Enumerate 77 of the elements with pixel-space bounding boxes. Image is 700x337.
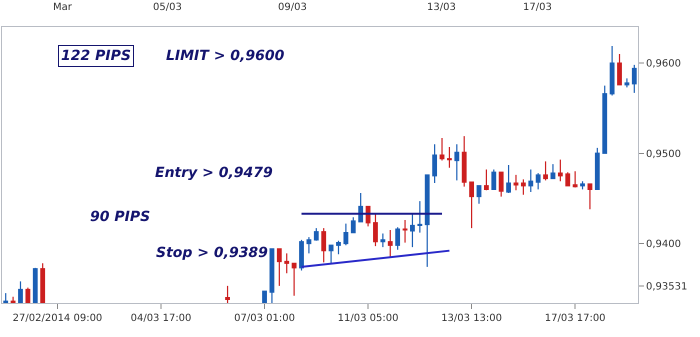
x-tick-label: 07/03 01:00 bbox=[234, 313, 295, 324]
candlestick bbox=[424, 174, 430, 268]
x-tick-label: 17/03 17:00 bbox=[544, 313, 606, 324]
candlestick bbox=[10, 296, 16, 303]
candlestick bbox=[580, 180, 585, 190]
candlestick bbox=[18, 280, 23, 303]
annotation: 122 PIPS bbox=[61, 48, 131, 64]
candlestick bbox=[314, 228, 319, 242]
candlestick bbox=[617, 53, 622, 86]
annotation: 90 PIPS bbox=[90, 209, 150, 225]
candlestick bbox=[543, 160, 548, 181]
candlestick bbox=[476, 185, 482, 204]
annotation: Entry > 0,9479 bbox=[155, 165, 274, 181]
candlestick bbox=[292, 262, 297, 296]
candlestick bbox=[262, 290, 267, 303]
candlestick bbox=[32, 267, 38, 303]
candlestick bbox=[432, 144, 438, 184]
x-tick-label: 04/03 17:00 bbox=[130, 313, 192, 324]
candlestick bbox=[624, 78, 630, 88]
x-tick-label: 13/03 13:00 bbox=[441, 313, 502, 324]
candlestick bbox=[380, 232, 386, 248]
x-tick-label: 11/03 05:00 bbox=[338, 313, 398, 324]
candlestick bbox=[462, 136, 467, 188]
candlestick bbox=[410, 213, 415, 248]
annotation: LIMIT > 0,9600 bbox=[166, 48, 285, 64]
y-tick-label: 0,9500 bbox=[646, 148, 681, 160]
candlestick bbox=[594, 147, 600, 190]
candlestick bbox=[25, 287, 30, 303]
text: 17/03 bbox=[523, 2, 552, 13]
candlestick bbox=[373, 213, 378, 247]
candlestick bbox=[299, 239, 304, 272]
x-tick-label: 27/02/2014 09:00 bbox=[12, 313, 102, 324]
text: 09/03 bbox=[278, 2, 307, 13]
candlestick bbox=[336, 240, 341, 255]
candlestick bbox=[328, 244, 334, 264]
candlestick bbox=[225, 285, 230, 303]
text: Mar bbox=[53, 2, 73, 13]
candlestick bbox=[3, 292, 8, 303]
candlestick bbox=[558, 158, 563, 182]
text: 05/03 bbox=[153, 2, 182, 13]
candlestick bbox=[536, 172, 541, 190]
candlestick bbox=[447, 146, 452, 168]
text: 13/03 bbox=[427, 2, 456, 13]
candlestick bbox=[514, 174, 518, 191]
candlestick bbox=[321, 228, 326, 264]
candlestick bbox=[572, 170, 578, 188]
annotation: Stop > 0,9389 bbox=[156, 245, 268, 261]
y-tick-label: 0,9600 bbox=[646, 58, 681, 70]
candlestick bbox=[350, 216, 356, 234]
candlestick bbox=[528, 168, 534, 193]
candlestick bbox=[484, 168, 489, 191]
candlestick bbox=[40, 262, 46, 303]
candlestick bbox=[506, 164, 511, 194]
candlestick bbox=[610, 45, 615, 96]
y-tick-label: 0,93531 bbox=[646, 281, 688, 292]
candlestick bbox=[402, 219, 408, 244]
candlestick bbox=[565, 172, 570, 186]
candlestick bbox=[454, 144, 460, 181]
y-tick-label: 0,9400 bbox=[646, 238, 681, 250]
candlestick bbox=[440, 137, 444, 162]
candlestick bbox=[520, 178, 526, 196]
candlestick bbox=[491, 168, 496, 190]
candlestick bbox=[417, 200, 422, 234]
candlestick bbox=[469, 182, 474, 229]
candlestick bbox=[343, 223, 348, 246]
candlestick bbox=[270, 248, 274, 303]
candlestick bbox=[276, 248, 282, 286]
candlestick bbox=[550, 164, 556, 180]
candlestick bbox=[395, 226, 400, 250]
candlestick bbox=[632, 64, 637, 94]
candlestick bbox=[588, 183, 592, 210]
candlestick bbox=[358, 192, 364, 222]
candlestick bbox=[498, 172, 504, 198]
candlestick bbox=[388, 229, 393, 258]
candlestick bbox=[306, 236, 312, 254]
candlestick bbox=[602, 85, 608, 154]
candlestick bbox=[284, 252, 290, 274]
